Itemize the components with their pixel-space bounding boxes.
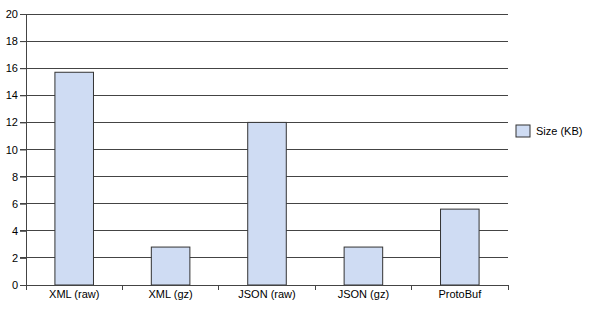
bar — [151, 247, 190, 285]
x-axis-line — [27, 285, 509, 286]
y-tick: 4 — [12, 225, 26, 237]
x-separators — [26, 285, 508, 290]
grid-line — [20, 14, 508, 15]
y-tick-label: 6 — [12, 198, 18, 210]
y-tick-mark — [20, 68, 26, 69]
y-tick: 6 — [12, 198, 26, 210]
y-tick-mark — [20, 41, 26, 42]
y-tick-label: 10 — [6, 144, 18, 156]
y-tick: 14 — [6, 89, 26, 101]
x-tick: JSON (gz) — [338, 285, 389, 300]
y-tick-label: 4 — [12, 225, 18, 237]
y-tick: 2 — [12, 252, 26, 264]
y-tick-label: 18 — [6, 35, 18, 47]
y-tick-mark — [20, 258, 26, 259]
y-tick-label: 2 — [12, 252, 18, 264]
y-tick-label: 8 — [12, 171, 18, 183]
legend-label: Size (KB) — [536, 125, 582, 137]
x-tick-label: XML (raw) — [49, 288, 99, 300]
y-tick-mark — [20, 150, 26, 151]
y-tick-mark — [20, 14, 26, 15]
x-tick: JSON (raw) — [238, 285, 295, 300]
bar — [55, 72, 94, 285]
bar — [248, 122, 287, 285]
legend: Size (KB) — [516, 125, 582, 137]
x-tick: XML (gz) — [148, 285, 192, 300]
y-axis: 0 2 4 6 8 10 12 14 16 18 20 — [6, 8, 27, 291]
x-tick-label: JSON (gz) — [338, 288, 389, 300]
grid — [20, 14, 508, 285]
y-tick-label: 12 — [6, 116, 18, 128]
x-separator — [26, 285, 27, 290]
y-tick: 18 — [6, 35, 26, 47]
bar — [441, 209, 480, 285]
y-tick-mark — [20, 285, 26, 286]
chart: 0 2 4 6 8 10 12 14 16 18 20 XML (raw) XML (gz) JSON (… — [0, 0, 614, 310]
y-tick-mark — [20, 204, 26, 205]
y-tick-mark — [20, 122, 26, 123]
y-axis-line — [20, 15, 27, 286]
legend-swatch — [516, 125, 530, 137]
bar — [344, 247, 383, 285]
y-tick: 8 — [12, 171, 26, 183]
x-separator — [411, 285, 412, 290]
y-tick-mark — [20, 177, 26, 178]
bars — [55, 72, 479, 285]
x-separator — [315, 285, 316, 290]
y-tick: 0 — [12, 279, 26, 291]
x-separator — [218, 285, 219, 290]
y-tick: 12 — [6, 116, 26, 128]
x-tick-label: ProtoBuf — [438, 288, 482, 300]
x-tick-label: JSON (raw) — [238, 288, 295, 300]
y-tick-mark — [20, 231, 26, 232]
x-axis: XML (raw) XML (gz) JSON (raw) JSON (gz) Prot… — [27, 285, 509, 300]
y-tick-label: 0 — [12, 279, 18, 291]
y-tick-label: 16 — [6, 62, 18, 74]
x-separator — [508, 285, 509, 290]
y-tick: 20 — [6, 8, 26, 20]
y-tick-mark — [20, 95, 26, 96]
y-tick: 16 — [6, 62, 26, 74]
y-tick: 10 — [6, 144, 26, 156]
x-separator — [122, 285, 123, 290]
grid-line — [20, 68, 508, 69]
y-tick-label: 20 — [6, 8, 18, 20]
x-tick: ProtoBuf — [438, 285, 482, 300]
x-tick-label: XML (gz) — [148, 288, 192, 300]
x-tick: XML (raw) — [49, 285, 99, 300]
grid-line — [20, 41, 508, 42]
y-tick-label: 14 — [6, 89, 18, 101]
